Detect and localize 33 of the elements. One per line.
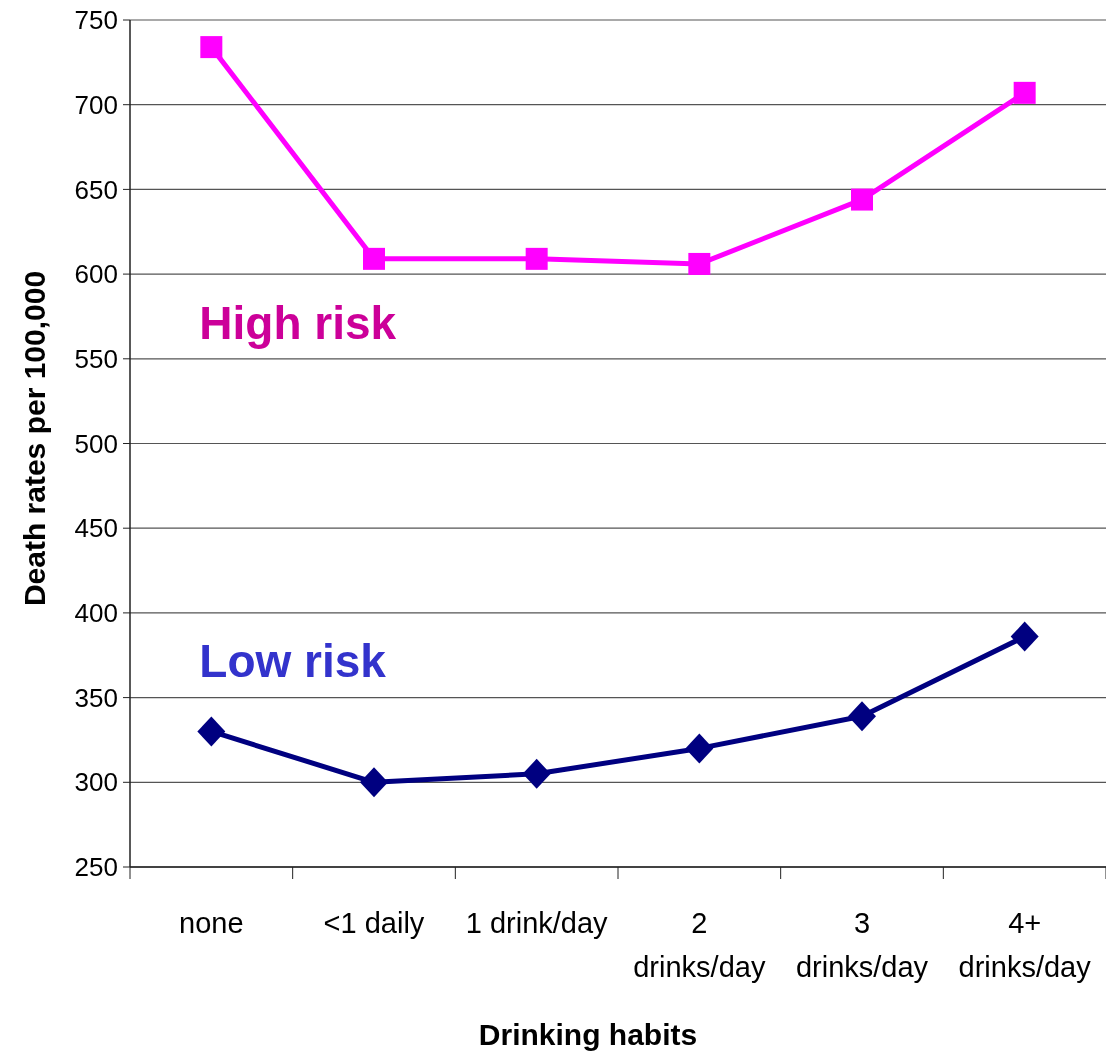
- y-tick-label: 550: [74, 343, 118, 374]
- x-tick-label: 2 drinks/day: [633, 907, 766, 983]
- y-tick-label: 700: [74, 89, 118, 120]
- y-tick-label: 500: [74, 428, 118, 459]
- point: [200, 36, 223, 59]
- point: [197, 716, 226, 747]
- point: [522, 758, 551, 789]
- x-tick-label: none: [179, 907, 244, 939]
- point: [525, 247, 548, 270]
- x-tick-label: 4+ drinks/day: [958, 907, 1092, 983]
- point: [360, 767, 388, 798]
- y-tick-label: 350: [74, 682, 118, 713]
- point: [1013, 81, 1036, 104]
- y-tick-label: 750: [74, 5, 118, 36]
- series-label: Low risk: [199, 634, 387, 687]
- y-tick-label: 300: [74, 767, 118, 798]
- y-axis-title: Death rates per 100,000: [18, 270, 51, 607]
- x-tick-label: 1 drink/day: [465, 907, 609, 939]
- y-tick-label: 450: [74, 513, 118, 544]
- y-tick-label: 600: [74, 259, 118, 290]
- x-tick-label: 3 drinks/day: [795, 907, 929, 983]
- x-tick-label: <1 daily: [323, 907, 425, 939]
- point: [685, 733, 714, 764]
- y-tick-label: 400: [74, 598, 118, 628]
- point: [851, 188, 873, 211]
- point: [363, 247, 385, 270]
- point: [1010, 621, 1039, 652]
- y-tick-label: 650: [74, 174, 118, 205]
- point: [848, 701, 876, 732]
- series-label: High risk: [199, 296, 397, 349]
- y-tick-label: 250: [74, 852, 118, 883]
- x-axis-title: Drinking habits: [478, 1018, 698, 1051]
- point: [688, 252, 711, 275]
